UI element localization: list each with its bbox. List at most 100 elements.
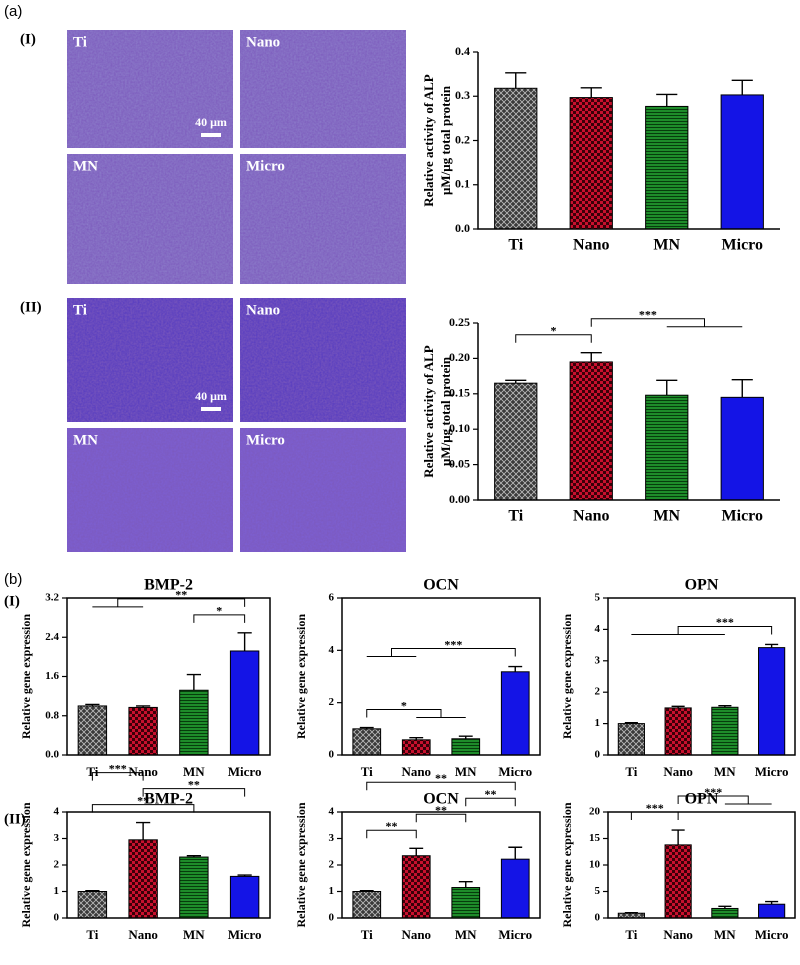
- y-axis-label: Relative gene expression: [19, 802, 33, 927]
- x-tick-label: Nano: [128, 927, 158, 942]
- significance-bracket: [515, 334, 592, 343]
- x-tick-label: MN: [455, 927, 477, 942]
- x-tick-label: MN: [714, 764, 736, 779]
- y-tick-label: 3.2: [45, 592, 59, 604]
- x-tick-label: MN: [653, 508, 680, 525]
- y-axis-label: Relative gene expression: [560, 802, 574, 927]
- chart-title: OCN: [423, 791, 459, 808]
- bar: [711, 706, 739, 756]
- y-axis-label: μM/μg total protein: [438, 356, 453, 466]
- error-bar: [508, 846, 523, 860]
- y-tick-label: 0.15: [449, 386, 470, 400]
- error-bar: [409, 737, 424, 740]
- y-tick-label: 0.8: [45, 709, 59, 721]
- error-bar: [671, 705, 685, 708]
- significance-label: *: [551, 323, 557, 337]
- axes: [477, 52, 780, 230]
- error-bar: [186, 673, 201, 691]
- scale-bar: [201, 133, 221, 137]
- significance-label: ***: [109, 761, 127, 775]
- x-tick-label: MN: [653, 237, 680, 254]
- y-tick-label: 0.25: [449, 315, 470, 329]
- error-bar: [508, 665, 523, 672]
- bar: [494, 382, 538, 501]
- x-tick-label: Nano: [401, 927, 431, 942]
- x-tick-label: Nano: [663, 764, 693, 779]
- y-tick-label: 0: [595, 749, 601, 761]
- y-tick-label: 20: [589, 806, 601, 818]
- bar: [720, 94, 764, 230]
- y-tick-label: 0.05: [449, 456, 470, 470]
- x-tick-label: MN: [183, 764, 205, 779]
- significance-label: **: [435, 803, 447, 817]
- y-axis-label: Relative gene expression: [19, 614, 33, 739]
- error-bar: [656, 93, 678, 107]
- significance-bracket: [366, 829, 417, 839]
- axes: [477, 323, 780, 501]
- x-tick-label: MN: [183, 927, 205, 942]
- significance-bracket: [142, 788, 246, 797]
- y-tick-label: 1.6: [45, 670, 59, 682]
- tile-label: Ti: [73, 34, 87, 50]
- y-tick-label: 2: [329, 696, 335, 708]
- significance-label: **: [386, 819, 398, 833]
- scale-bar-label: 40 μm: [195, 389, 227, 403]
- x-tick-label: Ti: [508, 508, 523, 525]
- row-label: (I): [4, 593, 20, 609]
- y-tick-label: 6: [329, 592, 335, 604]
- bar: [451, 738, 481, 756]
- significance-label: **: [485, 787, 497, 801]
- y-tick-label: 0.4: [455, 44, 470, 58]
- micrograph-texture: [240, 154, 406, 284]
- plot-frame: [607, 597, 796, 756]
- bar: [664, 844, 692, 919]
- y-tick-label: 4: [329, 806, 335, 818]
- error-bar: [85, 703, 100, 706]
- tile-label: Nano: [246, 302, 280, 318]
- x-tick-label: Micro: [755, 927, 789, 942]
- significance-label: *: [401, 698, 407, 712]
- y-tick-label: 0.0: [45, 749, 59, 761]
- x-tick-label: Ti: [625, 927, 637, 942]
- y-tick-label: 3: [595, 654, 601, 666]
- significance-label: **: [188, 777, 200, 791]
- bar: [645, 394, 689, 501]
- x-tick-label: Micro: [228, 764, 262, 779]
- error-bar: [237, 632, 252, 651]
- significance-bracket: [590, 318, 743, 328]
- bar: [494, 87, 538, 230]
- y-tick-label: 0.1: [455, 177, 470, 191]
- bar: [128, 839, 158, 919]
- significance-bracket: [92, 598, 246, 608]
- bar: [401, 739, 431, 756]
- micrograph-texture: [67, 30, 233, 148]
- tile-label: Nano: [246, 34, 280, 50]
- error-bar: [458, 735, 473, 739]
- y-tick-label: 0: [329, 749, 335, 761]
- y-tick-label: 15: [589, 832, 601, 844]
- y-tick-label: 0: [595, 912, 601, 924]
- error-bar: [580, 87, 602, 98]
- x-tick-label: Ti: [508, 237, 523, 254]
- micrograph-texture: [240, 30, 406, 148]
- plot-frame: [607, 811, 796, 919]
- bar: [711, 907, 739, 919]
- y-tick-label: 0.10: [449, 421, 470, 435]
- error-bar: [186, 855, 201, 858]
- error-bar: [85, 890, 100, 892]
- y-tick-label: 4: [329, 644, 335, 656]
- y-tick-label: 1: [329, 885, 335, 897]
- y-tick-label: 0.00: [449, 492, 470, 506]
- bar: [617, 723, 645, 756]
- x-tick-label: Nano: [663, 927, 693, 942]
- chart-title: OPN: [685, 791, 719, 808]
- bar: [645, 105, 689, 230]
- significance-label: ***: [704, 785, 722, 799]
- bar: [77, 705, 108, 756]
- significance-label: *: [216, 604, 222, 618]
- x-tick-label: Nano: [128, 764, 158, 779]
- y-axis-label: Relative activity of ALP: [421, 345, 436, 478]
- significance-bracket: [631, 625, 773, 635]
- error-bar: [624, 721, 638, 724]
- y-tick-label: 0: [329, 912, 335, 924]
